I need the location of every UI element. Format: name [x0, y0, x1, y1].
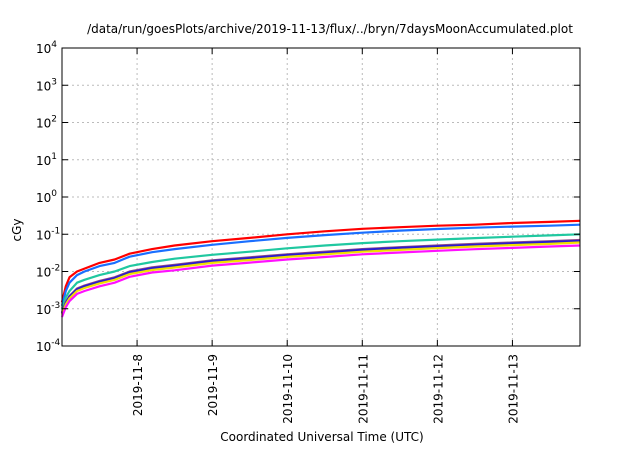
series-line-green — [60, 233, 581, 310]
ticks: 10-410-310-210-11001011021031042019-11-8… — [36, 40, 580, 424]
x-tick-label: 2019-11-9 — [206, 354, 220, 416]
grid — [62, 48, 580, 346]
y-tick-base: 10 — [36, 154, 51, 168]
y-tick-label: 100 — [36, 189, 57, 205]
y-tick-exponent: -1 — [51, 226, 60, 236]
y-tick-base: 10 — [36, 117, 51, 131]
series-group — [60, 219, 581, 318]
y-tick-base: 10 — [36, 42, 51, 56]
y-tick-base: 10 — [36, 266, 51, 280]
y-tick-exponent: -3 — [51, 301, 60, 311]
y-tick-base: 10 — [36, 228, 51, 242]
series-line-yellow — [60, 241, 581, 315]
x-tick-label: 2019-11-11 — [356, 354, 370, 424]
x-axis-label: Coordinated Universal Time (UTC) — [220, 430, 423, 444]
y-tick-base: 10 — [36, 79, 51, 93]
y-tick-exponent: -2 — [51, 264, 60, 274]
chart-title: /data/run/goesPlots/archive/2019-11-13/f… — [87, 22, 573, 36]
y-tick-exponent: 4 — [51, 40, 57, 50]
y-tick-exponent: -4 — [51, 338, 60, 348]
x-tick-label: 2019-11-10 — [281, 354, 295, 424]
y-tick-label: 10-1 — [36, 226, 60, 242]
series-line-magenta — [60, 244, 581, 318]
series-line-dark-blue — [60, 239, 581, 314]
y-tick-exponent: 3 — [51, 77, 57, 87]
y-tick-label: 10-4 — [36, 338, 61, 354]
series-line-red — [60, 219, 581, 303]
y-tick-label: 10-2 — [36, 264, 60, 280]
x-tick-label: 2019-11-13 — [506, 354, 520, 424]
y-tick-base: 10 — [36, 191, 51, 205]
y-axis-label: cGy — [10, 219, 24, 242]
y-tick-base: 10 — [36, 303, 51, 317]
y-tick-base: 10 — [36, 340, 51, 354]
y-tick-label: 104 — [36, 40, 57, 56]
y-tick-exponent: 2 — [51, 115, 57, 125]
y-tick-label: 102 — [36, 115, 57, 131]
y-tick-exponent: 0 — [51, 189, 57, 199]
x-tick-label: 2019-11-12 — [431, 354, 445, 424]
x-tick-label: 2019-11-8 — [131, 354, 145, 416]
y-tick-label: 103 — [36, 77, 57, 93]
series-line-blue — [60, 223, 581, 307]
y-tick-label: 10-3 — [36, 301, 60, 317]
y-tick-exponent: 1 — [51, 152, 57, 162]
y-tick-label: 101 — [36, 152, 57, 168]
